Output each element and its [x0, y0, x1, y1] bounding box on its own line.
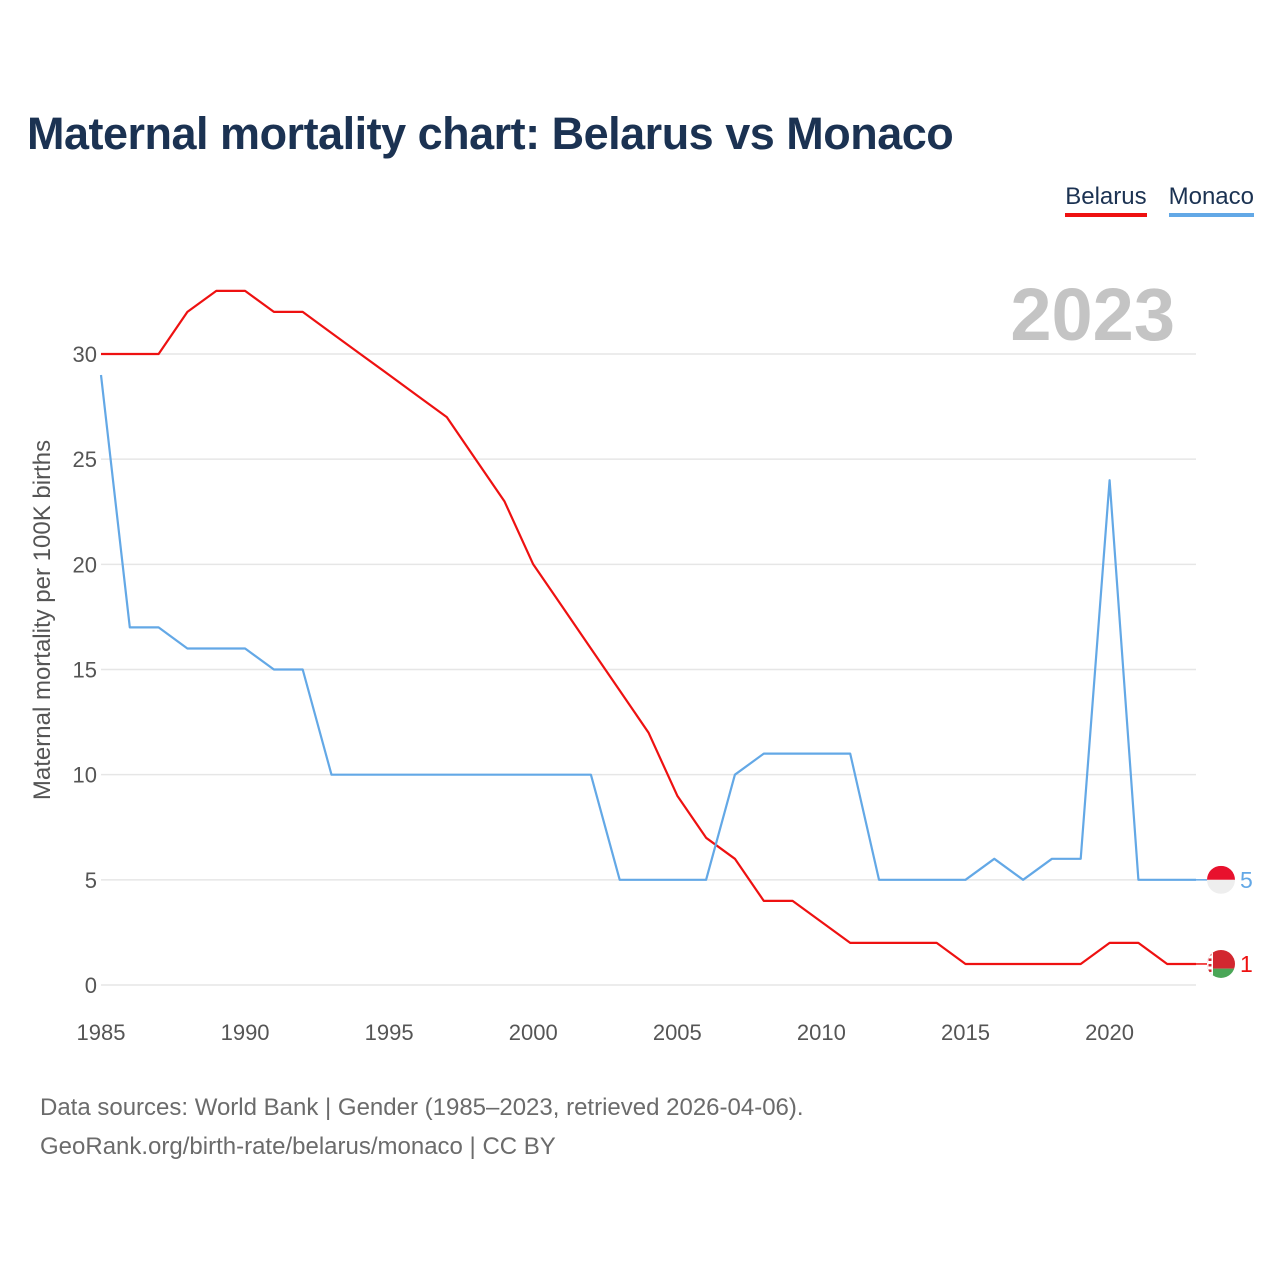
year-watermark: 2023	[1010, 273, 1175, 356]
x-tick-label: 1985	[77, 1020, 126, 1045]
end-value-label: 5	[1240, 867, 1253, 893]
x-tick-label: 2015	[941, 1020, 990, 1045]
legend-item-monaco[interactable]: Monaco	[1168, 183, 1254, 217]
y-axis-label: Maternal mortality per 100K births	[29, 440, 56, 800]
y-tick-label: 20	[73, 552, 97, 577]
series-line-belarus[interactable]	[101, 289, 1196, 966]
series-lines	[99, 289, 1196, 966]
x-tick-label: 1995	[365, 1020, 414, 1045]
end-markers: 15	[1196, 865, 1253, 978]
chart-title: Maternal mortality chart: Belarus vs Mon…	[27, 108, 954, 159]
y-tick-label: 15	[73, 658, 97, 683]
legend: Belarus Monaco	[1065, 183, 1254, 217]
y-tick-label: 0	[85, 973, 97, 998]
monaco-flag-icon	[1207, 865, 1235, 894]
source-line-2[interactable]: GeoRank.org/birth-rate/belarus/monaco | …	[40, 1133, 556, 1160]
source-line-1: Data sources: World Bank | Gender (1985–…	[40, 1094, 804, 1121]
x-tick-label: 2005	[653, 1020, 702, 1045]
grid-lines	[101, 353, 1196, 986]
y-axis-ticks: 0 5 10 15 20 25 30	[73, 342, 97, 998]
end-value-label: 1	[1240, 951, 1253, 977]
x-tick-label: 2020	[1085, 1020, 1134, 1045]
y-tick-label: 5	[85, 868, 97, 893]
y-tick-label: 10	[73, 763, 97, 788]
belarus-flag-icon	[1207, 949, 1235, 978]
series-line-monaco[interactable]	[99, 374, 1196, 881]
legend-item-belarus[interactable]: Belarus	[1065, 183, 1147, 217]
y-tick-label: 25	[73, 447, 97, 472]
y-tick-label: 30	[73, 342, 97, 367]
x-tick-label: 2000	[509, 1020, 558, 1045]
x-tick-label: 1990	[221, 1020, 270, 1045]
x-axis-ticks: 1985 1990 1995 2000 2005 2010 2015 2020	[77, 1020, 1135, 1045]
source-note: Data sources: World Bank | Gender (1985–…	[40, 1088, 804, 1166]
x-tick-label: 2010	[797, 1020, 846, 1045]
